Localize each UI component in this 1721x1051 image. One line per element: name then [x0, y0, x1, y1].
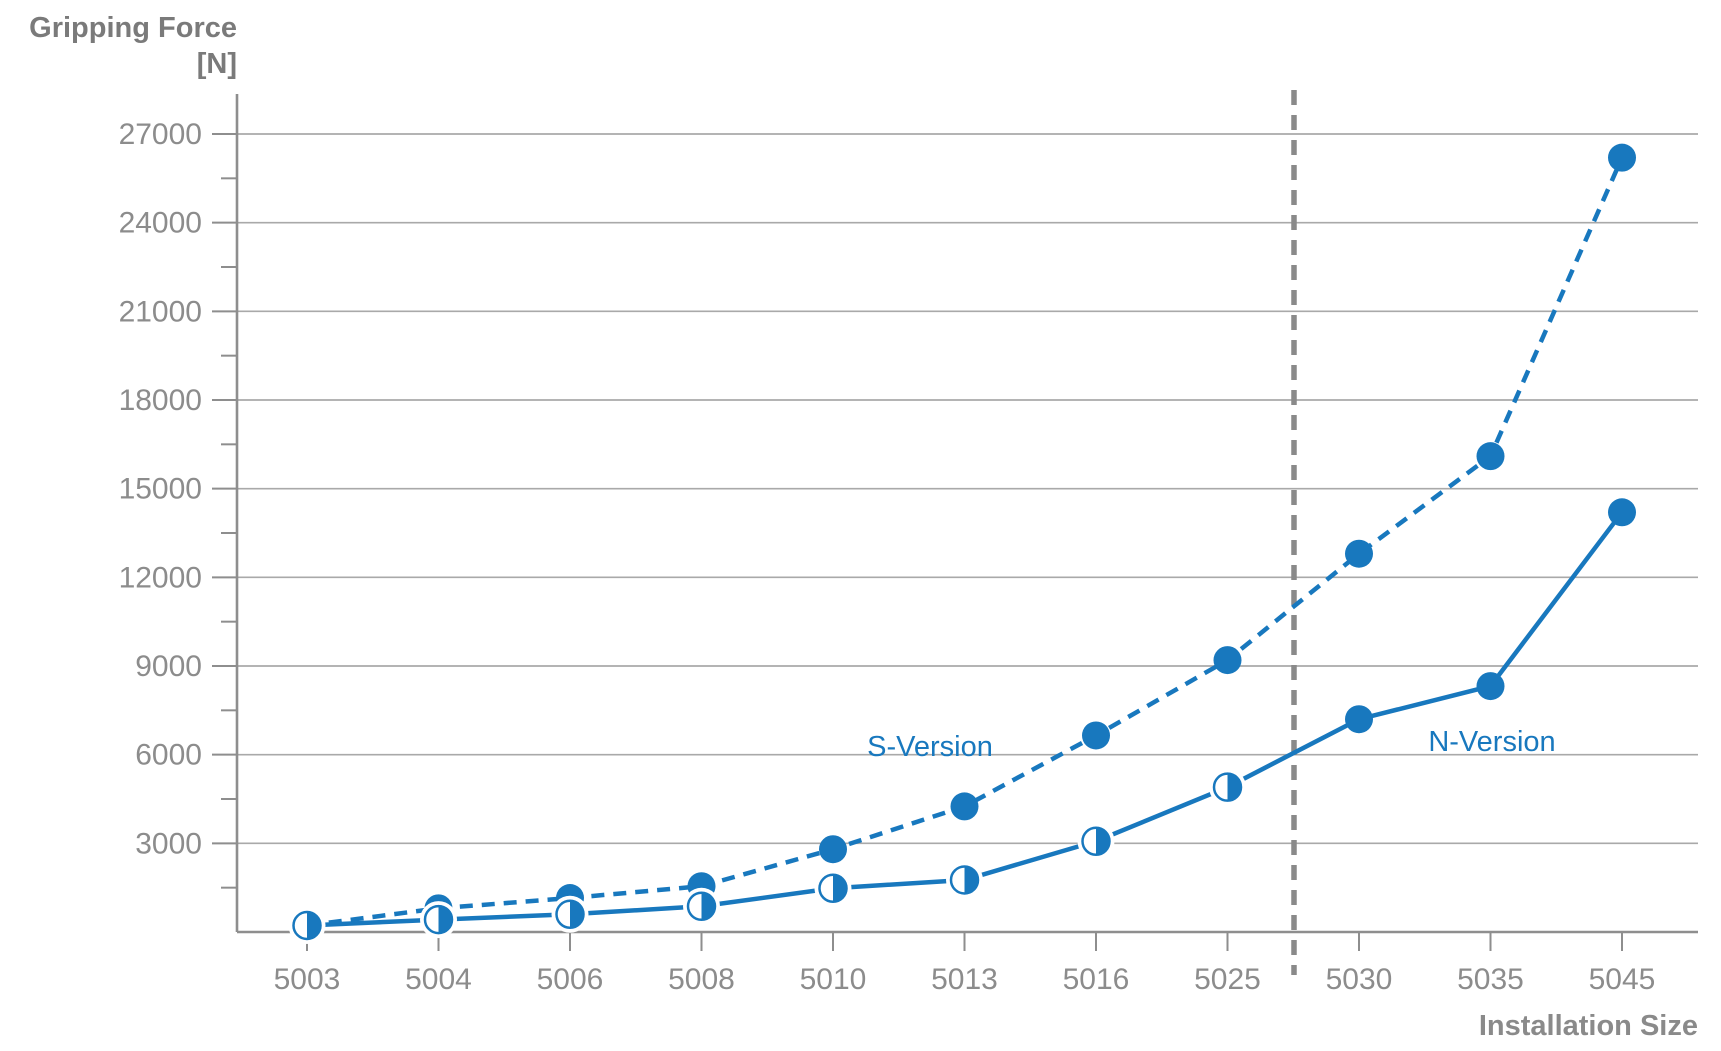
n-version-marker-half-5016 — [1077, 822, 1115, 860]
n-version-marker-filled-5045 — [1608, 498, 1636, 527]
x-tick-label-5016: 5016 — [1063, 963, 1130, 996]
gridlines — [237, 133, 1698, 845]
s-version-marker-filled-5030 — [1345, 539, 1373, 568]
s-version-marker-filled-5016 — [1082, 721, 1110, 750]
x-axis-title: Installation Size — [1479, 1010, 1698, 1042]
plot-area: 3000 6000 9000 12000 15000 18000 21000 24000 270… — [119, 90, 1698, 996]
series-label-s-version: S-Version — [867, 731, 993, 763]
axes: 3000 6000 9000 12000 15000 18000 21000 24000 270… — [119, 94, 1698, 996]
series-label-n-version: N-Version — [1428, 726, 1555, 758]
s-version-marker-filled-5025 — [1213, 646, 1242, 675]
x-tick-label-5010: 5010 — [800, 963, 867, 996]
marker-half-fill — [307, 911, 321, 939]
x-tick-label-5025: 5025 — [1194, 963, 1261, 996]
marker-half-fill — [964, 866, 978, 894]
n-version-marker-half-5003 — [288, 906, 326, 944]
n-version-marker-half-5008 — [683, 887, 720, 925]
x-tick-label-5035: 5035 — [1457, 963, 1524, 996]
s-version-marker-filled-5045 — [1608, 143, 1636, 172]
s-version-marker-filled-5013 — [950, 792, 979, 821]
marker-half-fill — [438, 906, 453, 934]
y-tick-label-27000: 27000 — [119, 118, 202, 151]
marker-half-fill — [570, 900, 584, 928]
y-tick-label-6000: 6000 — [135, 739, 202, 772]
marker-half-fill — [833, 874, 847, 902]
series-s-version — [293, 143, 1636, 940]
y-tick-label-24000: 24000 — [119, 207, 202, 240]
y-tick-label-18000: 18000 — [119, 384, 202, 417]
x-tick-label-5004: 5004 — [405, 963, 472, 996]
y-tick-label-21000: 21000 — [119, 295, 202, 328]
x-tick-label-5013: 5013 — [931, 963, 998, 996]
n-version-marker-half-5013 — [946, 861, 983, 899]
chart-title: Gripping Force — [29, 12, 237, 44]
n-version-marker-half-5025 — [1209, 768, 1246, 806]
marker-half-fill — [1096, 827, 1110, 855]
n-version-marker-half-5004 — [420, 901, 457, 939]
x-tick-label-5030: 5030 — [1326, 963, 1393, 996]
series-n-version — [288, 498, 1636, 944]
n-version-marker-filled-5035 — [1476, 672, 1505, 701]
n-version-marker-half-5010 — [814, 869, 852, 907]
x-tick-label-5008: 5008 — [668, 963, 735, 996]
marker-half-fill — [701, 892, 715, 920]
marker-half-fill — [1227, 773, 1241, 801]
x-tick-label-5006: 5006 — [537, 963, 604, 996]
s-version-marker-filled-5035 — [1476, 442, 1505, 471]
x-tick-label-5045: 5045 — [1589, 963, 1656, 996]
y-tick-label-3000: 3000 — [135, 827, 202, 860]
x-tick-label-5003: 5003 — [274, 963, 341, 996]
chart-title-unit: [N] — [197, 48, 237, 80]
y-tick-label-9000: 9000 — [135, 650, 202, 683]
y-tick-label-15000: 15000 — [119, 473, 202, 506]
s-version-marker-filled-5010 — [819, 835, 847, 864]
y-tick-label-12000: 12000 — [119, 561, 202, 594]
n-version-marker-filled-5030 — [1345, 705, 1373, 734]
n-version-marker-half-5006 — [551, 895, 589, 933]
